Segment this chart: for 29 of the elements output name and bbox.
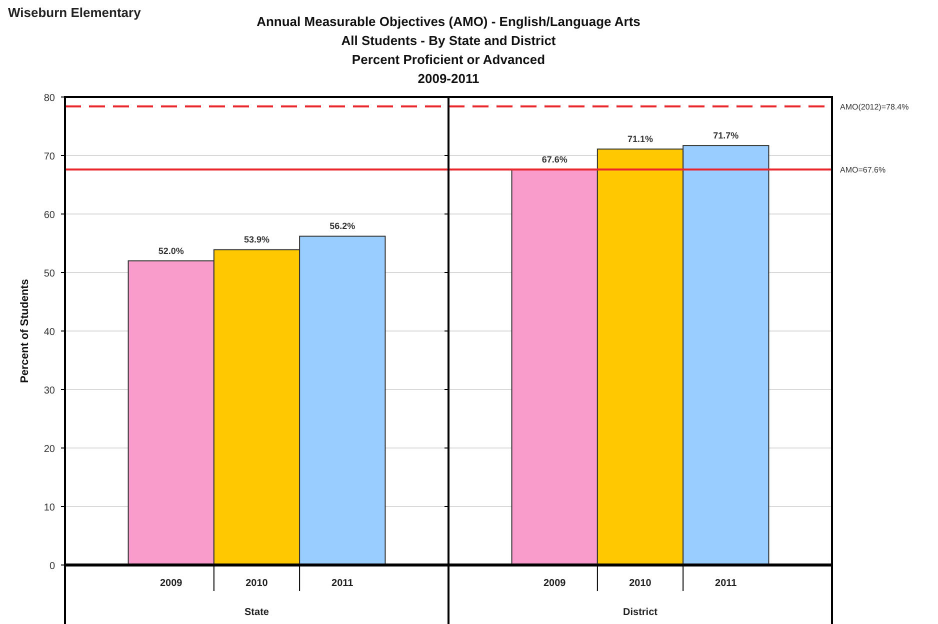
x-axis-title: District xyxy=(623,607,658,618)
x-tick-label: 2009 xyxy=(543,578,566,589)
y-tick-label: 20 xyxy=(44,444,56,455)
chart-subtitle: All Students - By State and District Percent Proficient or Advanced 2009-2011 xyxy=(341,33,556,86)
data-label: 52.0% xyxy=(158,246,184,256)
y-tick-label: 30 xyxy=(44,386,56,396)
data-label: 56.2% xyxy=(330,221,356,232)
x-tick-label: 2009 xyxy=(160,578,183,589)
ref-line-label: AMO(2012)=78.4% xyxy=(840,102,909,112)
y-tick-label: 70 xyxy=(44,152,56,162)
data-label: 53.9% xyxy=(244,234,270,245)
y-tick-label: 0 xyxy=(49,561,56,572)
y-tick-label: 40 xyxy=(44,327,56,338)
data-label: 71.7% xyxy=(713,130,739,141)
y-axis-title: Percent of Students xyxy=(19,279,31,383)
x-tick-label: 2011 xyxy=(715,578,738,589)
x-tick-label: 2010 xyxy=(246,578,268,589)
y-tick-label: 80 xyxy=(44,93,56,104)
ref-line-label: AMO=67.6% xyxy=(840,166,886,175)
y-tick-label: 50 xyxy=(44,268,56,280)
x-tick-label: 2011 xyxy=(332,578,354,589)
y-tick-label: 60 xyxy=(44,210,56,221)
y-tick-label: 10 xyxy=(44,502,56,514)
x-tick-label: 2010 xyxy=(629,578,652,589)
x-axis-title: State xyxy=(244,607,270,618)
chart-title: Annual Measurable Objectives (AMO) - English/Language Arts xyxy=(256,14,640,29)
text: Wiseburn Elementary xyxy=(8,5,142,20)
data-label: 71.1% xyxy=(627,134,654,144)
data-label: 67.6% xyxy=(542,154,568,165)
